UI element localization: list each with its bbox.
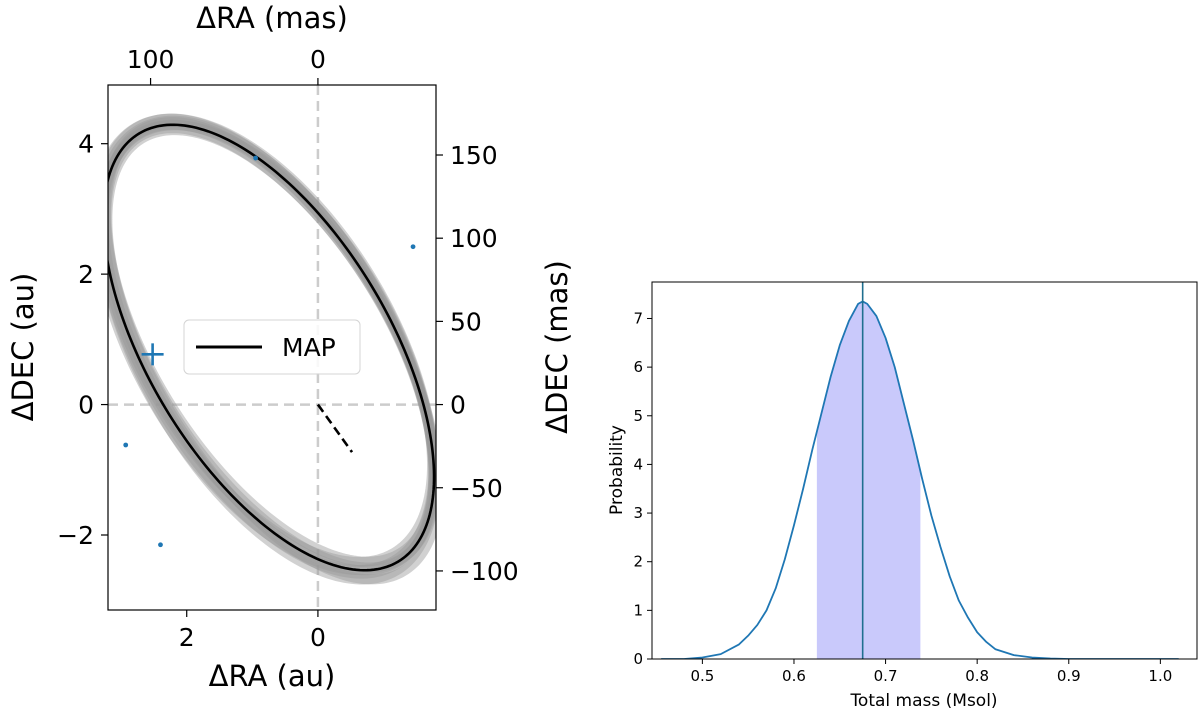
mass-x-tick-label-3: 0.8 <box>965 667 989 685</box>
mass-x-tick-label-5: 1.0 <box>1148 667 1172 685</box>
x-tick-label-1: 0 <box>310 623 326 652</box>
right-tick-label-4: 100 <box>450 224 498 253</box>
legend: MAP <box>183 319 361 375</box>
right-tick-label-3: 50 <box>450 307 482 336</box>
posterior-orbit-3 <box>108 115 436 585</box>
observation-point-1 <box>410 244 416 250</box>
mass-y-tick-label-6: 6 <box>633 358 643 376</box>
right-tick-label-2: 0 <box>450 391 466 420</box>
right-tick-label-0: −100 <box>450 557 519 586</box>
y-tick-label-1: 0 <box>78 391 94 420</box>
orbit-ticks: 2 0 −2 0 2 4 100 0 −100 −50 0 50 100 150 <box>57 45 519 652</box>
mass-ylabel: Probability <box>607 425 627 515</box>
mass-y-tick-label-5: 5 <box>633 407 643 425</box>
observations-layer <box>123 155 416 548</box>
posterior-orbit-5 <box>108 113 436 575</box>
observation-point-2 <box>158 542 163 548</box>
orbit-right-ylabel: ΔDEC (mas) <box>540 260 574 434</box>
observation-point-0 <box>253 155 258 161</box>
mass-y-tick-label-0: 0 <box>633 650 643 668</box>
mass-y-tick-label-7: 7 <box>633 309 643 327</box>
mass-x-tick-label-2: 0.7 <box>874 667 898 685</box>
map-orbit <box>108 123 436 572</box>
posterior-orbit-1 <box>108 113 436 579</box>
orbit-plot-frame <box>107 84 437 611</box>
mass-y-tick-label-2: 2 <box>633 553 643 571</box>
mass-xlabel: Total mass (Msol) <box>849 691 997 711</box>
mass-plot: 0.5 0.6 0.7 0.8 0.9 1.0 0 1 2 3 4 5 6 7 Total mass (M… <box>607 281 1198 711</box>
mass-x-tick-label-4: 0.9 <box>1057 667 1081 685</box>
orbit-xlabel: ΔRA (au) <box>209 659 336 693</box>
orbit-ylabel: ΔDEC (au) <box>6 273 40 422</box>
mass-y-tick-label-3: 3 <box>633 504 643 522</box>
mass-y-tick-label-4: 4 <box>633 455 643 473</box>
right-tick-label-5: 150 <box>450 141 498 170</box>
orbit-plot: 2 0 −2 0 2 4 100 0 −100 −50 0 50 100 150 MAP ΔRA (au)… <box>6 1 574 693</box>
legend-box <box>183 319 361 375</box>
mass-plot-frame <box>651 281 1198 660</box>
observation-point-3 <box>123 442 129 448</box>
periastron-line <box>316 403 354 453</box>
top-tick-label-1: 0 <box>310 45 326 74</box>
y-tick-label-3: 4 <box>78 130 94 159</box>
top-tick-label-0: 100 <box>127 45 175 74</box>
mass-y-tick-label-1: 1 <box>633 601 643 619</box>
density-curve <box>661 300 1179 659</box>
credible-interval-fill <box>816 301 921 659</box>
density-marks <box>661 282 1179 659</box>
x-tick-label-0: 2 <box>179 623 195 652</box>
mass-x-tick-label-1: 0.6 <box>782 667 806 685</box>
mass-x-tick-label-0: 0.5 <box>690 667 714 685</box>
right-tick-label-1: −50 <box>450 474 503 503</box>
orbit-top-xlabel: ΔRA (mas) <box>196 1 348 35</box>
legend-label: MAP <box>282 333 336 362</box>
mass-ticks: 0.5 0.6 0.7 0.8 0.9 1.0 0 1 2 3 4 5 6 7 <box>633 309 1172 685</box>
y-tick-label-2: 2 <box>78 260 94 289</box>
posterior-orbit-7 <box>108 120 436 567</box>
map-orbit-layer <box>108 123 436 572</box>
posterior-orbit-4 <box>108 123 436 567</box>
y-tick-label-0: −2 <box>57 521 94 550</box>
